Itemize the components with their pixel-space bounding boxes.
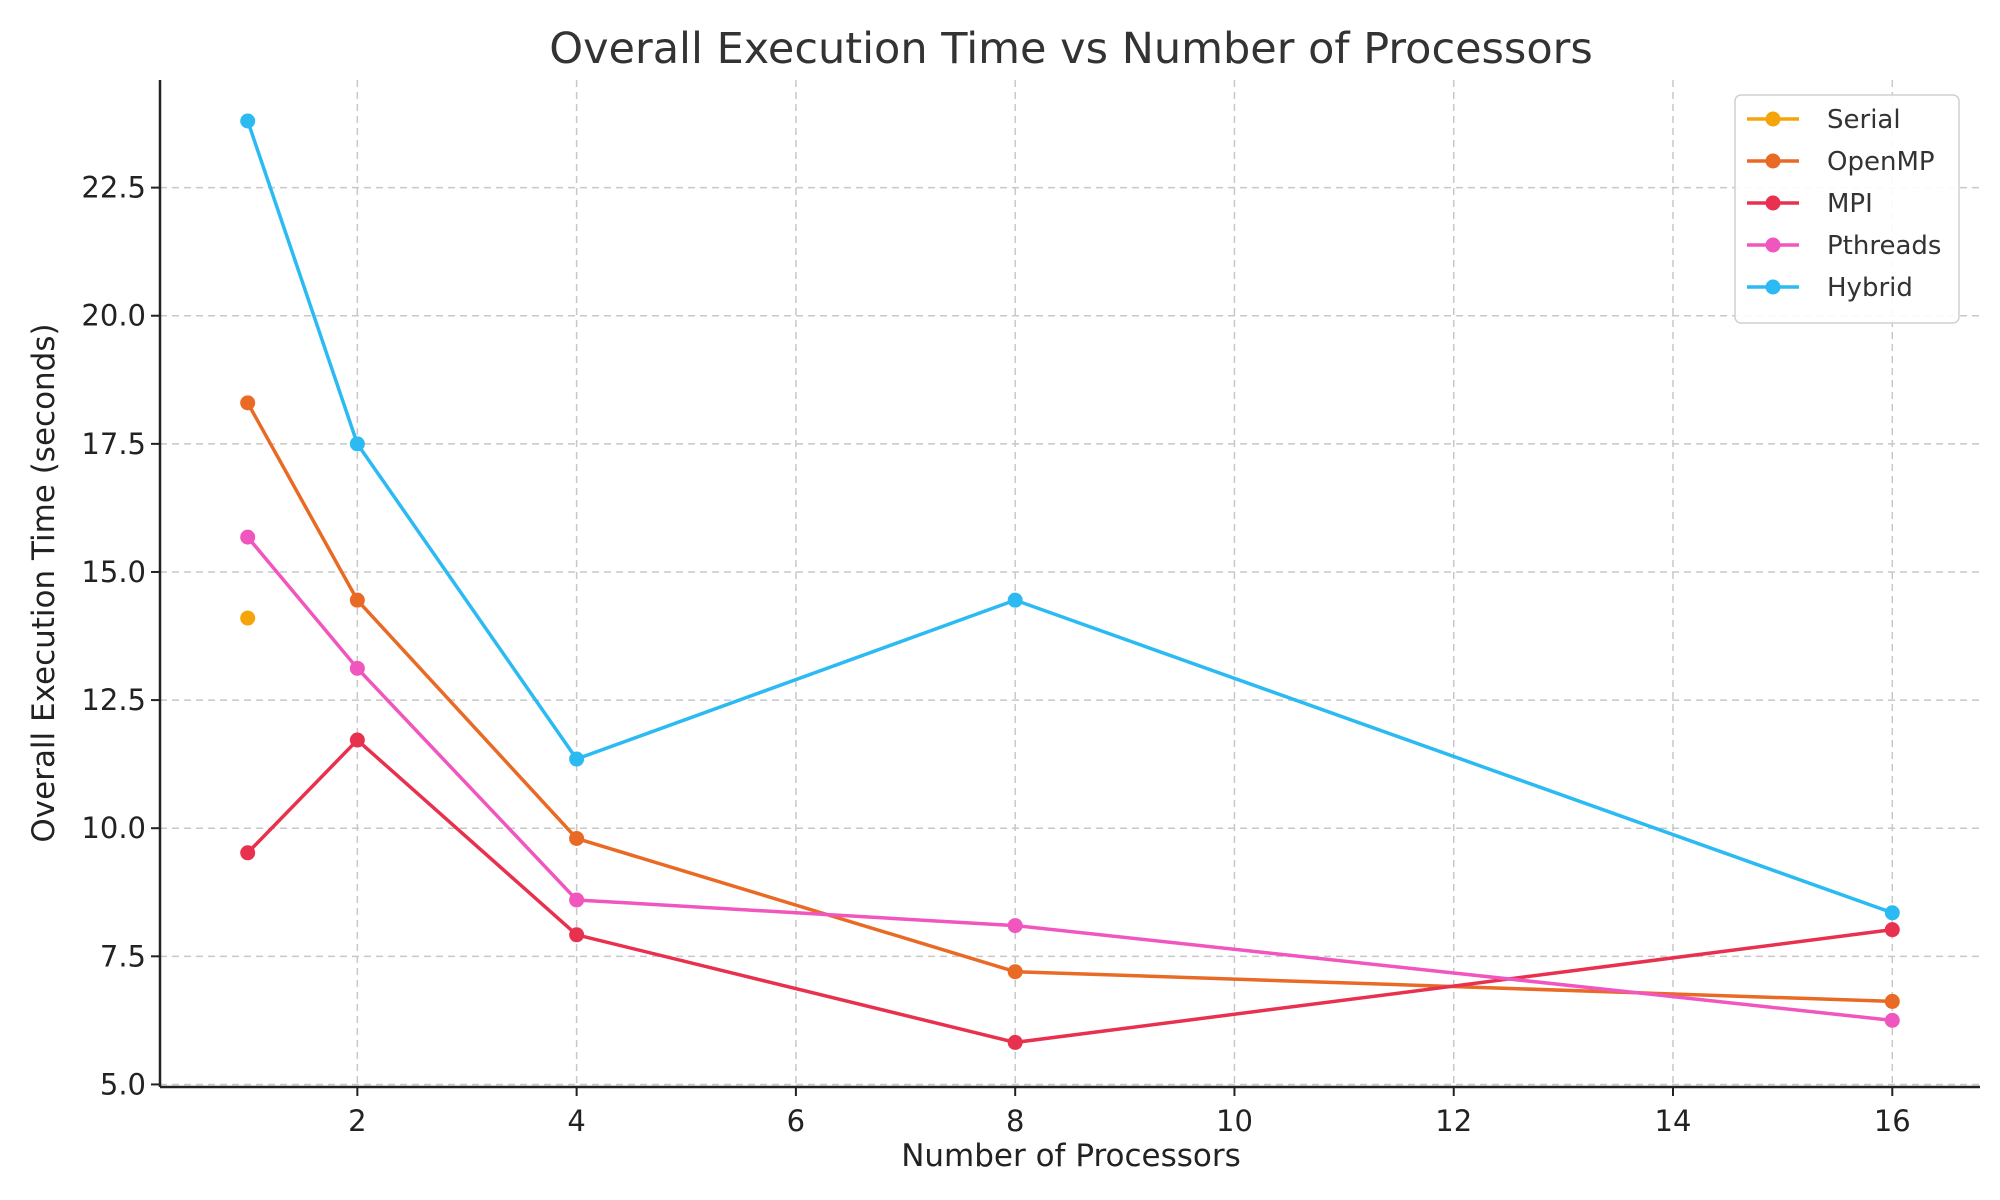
y-tick-label: 12.5 xyxy=(81,683,146,717)
legend-item-mpi: MPI xyxy=(1747,189,1873,219)
y-tick-label: 5.0 xyxy=(100,1067,146,1101)
legend-marker-mpi xyxy=(1765,195,1781,211)
series-line-hybrid xyxy=(246,120,1893,915)
y-axis-label: Overall Execution Time (seconds) xyxy=(26,323,62,842)
data-point-hybrid xyxy=(1884,905,1900,921)
legend-marker-pthreads xyxy=(1765,237,1781,253)
legend-box xyxy=(1734,94,1960,324)
series-line-pthreads xyxy=(246,535,1893,1023)
series-pthreads xyxy=(240,529,1900,1028)
axes xyxy=(158,80,1980,1089)
x-axis-label: Number of Processors xyxy=(901,1138,1241,1174)
series-serial xyxy=(240,610,256,626)
data-point-openmp xyxy=(349,592,365,608)
data-point-openmp xyxy=(1884,993,1900,1009)
legend-label-hybrid: Hybrid xyxy=(1827,273,1913,303)
data-point-openmp xyxy=(1007,964,1023,980)
x-tick-label: 4 xyxy=(567,1104,585,1138)
legend-marker-hybrid xyxy=(1765,279,1781,295)
data-point-openmp xyxy=(240,395,256,411)
legend-marker-openmp xyxy=(1765,153,1781,169)
y-tick-label: 10.0 xyxy=(81,811,146,845)
legend-label-pthreads: Pthreads xyxy=(1827,231,1941,261)
legend: Serial OpenMP MPI Pthreads Hybrid xyxy=(1734,94,1960,324)
series-hybrid xyxy=(240,113,1900,921)
legend-label-mpi: MPI xyxy=(1827,189,1873,219)
y-tick-label: 7.5 xyxy=(100,939,146,973)
data-point-serial xyxy=(240,610,256,626)
data-point-pthreads xyxy=(240,529,256,545)
data-point-hybrid xyxy=(569,751,585,767)
data-point-mpi xyxy=(569,927,585,943)
x-tick-label: 12 xyxy=(1435,1104,1472,1138)
data-point-hybrid xyxy=(1007,592,1023,608)
legend-marker-serial xyxy=(1765,111,1781,127)
tick-labels: 2 4 6 8 10 12 14 16 5.0 7.5 10.0 12.5 15.0 17.5 20.0 22… xyxy=(81,171,1910,1138)
legend-label-openmp: OpenMP xyxy=(1827,147,1935,177)
data-point-mpi xyxy=(240,845,256,861)
x-tick-label: 6 xyxy=(787,1104,805,1138)
y-tick-label: 20.0 xyxy=(81,299,146,333)
y-tick-label: 15.0 xyxy=(81,555,146,589)
x-tick-label: 2 xyxy=(348,1104,366,1138)
series-lines xyxy=(240,113,1900,1050)
legend-item-openmp: OpenMP xyxy=(1747,147,1935,177)
chart-title: Overall Execution Time vs Number of Proc… xyxy=(549,24,1592,74)
series-openmp xyxy=(240,395,1900,1009)
series-mpi xyxy=(240,732,1900,1050)
y-tick-label: 17.5 xyxy=(81,427,146,461)
data-point-mpi xyxy=(1884,922,1900,938)
x-tick-label: 16 xyxy=(1874,1104,1911,1138)
legend-label-serial: Serial xyxy=(1827,105,1901,135)
data-point-mpi xyxy=(1007,1034,1023,1050)
legend-item-pthreads: Pthreads xyxy=(1747,231,1941,261)
data-point-pthreads xyxy=(1007,918,1023,934)
series-line-mpi xyxy=(246,738,1893,1045)
legend-item-serial: Serial xyxy=(1747,105,1901,135)
x-tick-label: 14 xyxy=(1655,1104,1692,1138)
data-point-pthreads xyxy=(349,660,365,676)
data-point-pthreads xyxy=(1884,1012,1900,1028)
grid xyxy=(160,80,1980,1087)
x-tick-label: 10 xyxy=(1216,1104,1253,1138)
data-point-openmp xyxy=(569,830,585,846)
data-point-pthreads xyxy=(569,892,585,908)
x-tick-label: 8 xyxy=(1006,1104,1024,1138)
data-point-mpi xyxy=(349,732,365,748)
data-point-hybrid xyxy=(349,436,365,452)
data-point-hybrid xyxy=(240,113,256,129)
legend-item-hybrid: Hybrid xyxy=(1747,273,1913,303)
series-line-openmp xyxy=(246,402,1893,1004)
y-tick-label: 22.5 xyxy=(81,171,146,205)
